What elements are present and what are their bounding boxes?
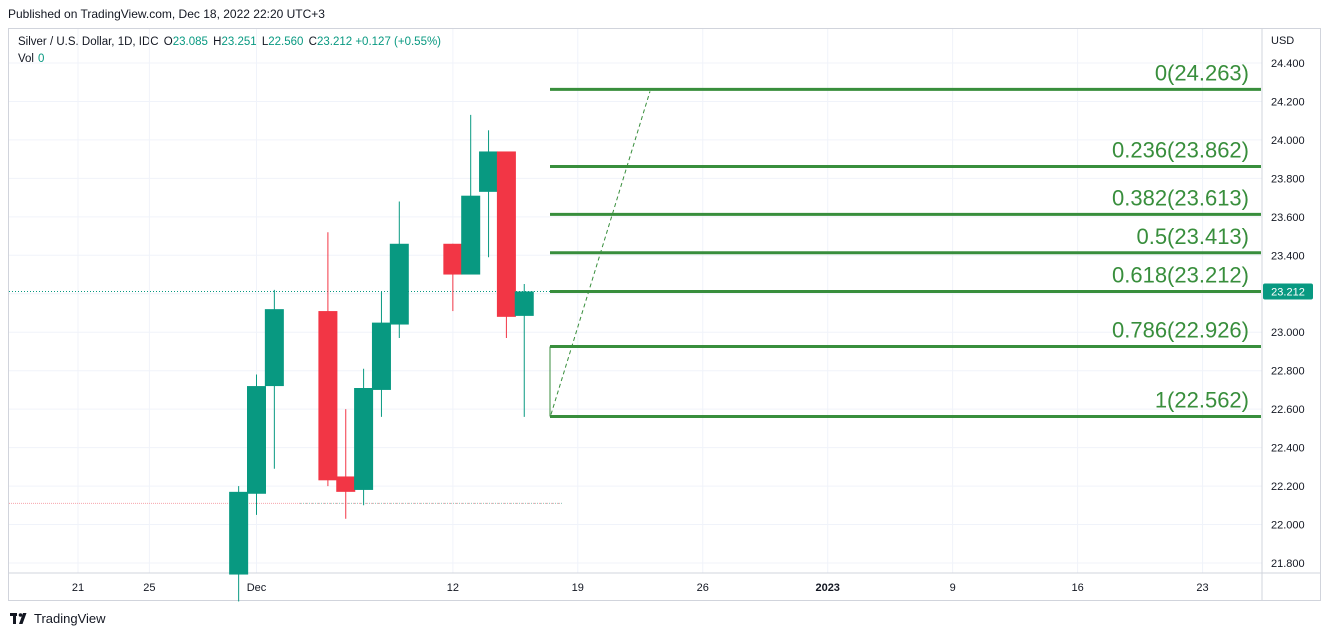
y-tick-label: 23.000 bbox=[1271, 327, 1305, 339]
fib-level-label: 1(22.562) bbox=[1155, 387, 1249, 412]
x-tick-label: 2023 bbox=[815, 582, 839, 594]
candle-body[interactable] bbox=[389, 243, 409, 325]
y-tick-label: 21.800 bbox=[1271, 558, 1305, 570]
close-label: C bbox=[308, 36, 317, 48]
x-tick-label: 21 bbox=[72, 582, 84, 594]
y-tick-label: 23.400 bbox=[1271, 250, 1305, 262]
candle-body[interactable] bbox=[336, 476, 356, 492]
tradingview-brand[interactable]: TradingView bbox=[10, 611, 106, 626]
x-tick-label: 9 bbox=[950, 582, 956, 594]
candle-body[interactable] bbox=[496, 151, 516, 317]
x-tick-label: 26 bbox=[697, 582, 709, 594]
y-tick-label: 24.400 bbox=[1271, 58, 1305, 70]
y-tick-label: 22.200 bbox=[1271, 481, 1305, 493]
candle-body[interactable] bbox=[479, 151, 499, 192]
candle-body[interactable] bbox=[371, 322, 391, 390]
candle-body[interactable] bbox=[247, 386, 266, 494]
high-value: 23.251 bbox=[221, 36, 257, 48]
high-label: H bbox=[213, 36, 222, 48]
low-value: 22.560 bbox=[268, 36, 304, 48]
y-tick-label: 22.600 bbox=[1271, 404, 1305, 416]
open-value: 23.085 bbox=[172, 36, 208, 48]
x-tick-label: 23 bbox=[1196, 582, 1208, 594]
tradingview-logo-icon bbox=[10, 612, 27, 624]
last-price-tag bbox=[1263, 283, 1313, 300]
candle-body[interactable] bbox=[461, 195, 481, 275]
fib-trend-line[interactable] bbox=[550, 91, 651, 415]
y-tick-label: 22.800 bbox=[1271, 366, 1305, 378]
candle-body[interactable] bbox=[514, 291, 534, 316]
fib-level-label: 0.5(23.413) bbox=[1136, 224, 1249, 249]
last-price-tag-label: 23.212 bbox=[1271, 286, 1305, 298]
change-value: +0.127 (+0.55%) bbox=[355, 36, 442, 48]
y-tick-label: 24.000 bbox=[1271, 135, 1305, 147]
currency-label: USD bbox=[1271, 35, 1294, 47]
y-tick-label: 22.400 bbox=[1271, 443, 1305, 455]
y-tick-label: 23.800 bbox=[1271, 173, 1305, 185]
brand-name: TradingView bbox=[34, 611, 106, 626]
open-label: O bbox=[163, 36, 173, 48]
published-note: Published on TradingView.com, Dec 18, 20… bbox=[8, 7, 325, 21]
fib-level-label: 0.236(23.862) bbox=[1112, 137, 1249, 162]
y-tick-label: 23.600 bbox=[1271, 212, 1305, 224]
candle-body[interactable] bbox=[443, 243, 463, 275]
x-tick-label: 16 bbox=[1071, 582, 1083, 594]
symbol-legend: Silver / U.S. Dollar, 1D, IDC O23.085 H2… bbox=[18, 36, 441, 48]
symbol-title[interactable]: Silver / U.S. Dollar, 1D, IDC bbox=[18, 36, 159, 48]
volume-legend: Vol 0 bbox=[18, 53, 44, 65]
volume-value: 0 bbox=[38, 53, 45, 65]
y-tick-label: 22.000 bbox=[1271, 520, 1305, 532]
volume-label[interactable]: Vol bbox=[18, 53, 34, 65]
chart-frame bbox=[8, 28, 1321, 601]
x-tick-label: 25 bbox=[143, 582, 155, 594]
fib-level-label: 0(24.263) bbox=[1155, 60, 1249, 85]
candle-body[interactable] bbox=[264, 309, 284, 387]
candle-body[interactable] bbox=[354, 388, 374, 490]
y-tick-label: 24.200 bbox=[1271, 96, 1305, 108]
fib-level-label: 0.382(23.613) bbox=[1112, 185, 1249, 210]
close-value: 23.212 bbox=[316, 36, 353, 48]
x-tick-label: 19 bbox=[572, 582, 584, 594]
low-label: L bbox=[261, 36, 269, 48]
fib-level-label: 0.618(23.212) bbox=[1112, 262, 1249, 287]
x-tick-label: Dec bbox=[247, 582, 267, 594]
candle-body[interactable] bbox=[229, 491, 249, 575]
candle-body[interactable] bbox=[318, 311, 338, 481]
x-tick-label: 12 bbox=[447, 582, 459, 594]
fib-level-label: 0.786(22.926) bbox=[1112, 317, 1249, 342]
